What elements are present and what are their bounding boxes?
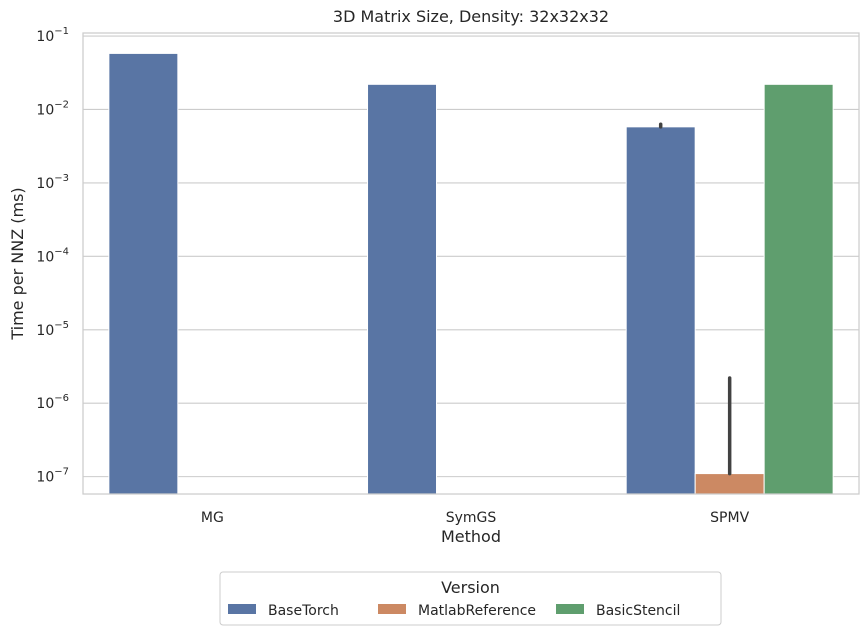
- legend-swatch: [228, 604, 256, 614]
- y-tick-label: 10−3: [36, 173, 69, 192]
- y-tick-label: 10−1: [36, 26, 69, 45]
- y-tick-label: 10−5: [36, 320, 69, 339]
- x-tick-label: SPMV: [710, 510, 749, 526]
- y-tick-label: 10−7: [36, 467, 69, 486]
- grid-lines: [83, 35, 859, 478]
- bar-MatlabReference-SPMV: [694, 473, 765, 495]
- legend-box: [219, 571, 722, 626]
- bar-BasicStencil-SPMV: [763, 83, 834, 495]
- x-tick-label: MG: [201, 510, 224, 526]
- legend-title: Version: [441, 578, 500, 597]
- legend-items: BaseTorch MatlabReference BasicStencil: [228, 603, 680, 619]
- y-tick-label: 10−4: [36, 246, 69, 265]
- x-axis-label: Method: [441, 527, 501, 546]
- legend-swatch: [378, 604, 406, 614]
- y-tick-labels: 10−7 10−6 10−5 10−4 10−3 10−2 10−1: [36, 26, 69, 486]
- y-tick-label: 10−2: [36, 99, 69, 118]
- legend-swatch: [556, 604, 584, 614]
- legend: Version BaseTorch MatlabReference BasicSte…: [219, 571, 722, 626]
- y-tick-label: 10−6: [36, 393, 69, 412]
- legend-item-BasicStencil: BasicStencil: [556, 603, 680, 619]
- legend-label: BaseTorch: [268, 603, 339, 619]
- legend-label: BasicStencil: [596, 603, 680, 619]
- legend-item-BaseTorch: BaseTorch: [228, 603, 339, 619]
- chart-title: 3D Matrix Size, Density: 32x32x32: [333, 7, 609, 26]
- x-tick-label: SymGS: [446, 510, 497, 526]
- legend-label: MatlabReference: [418, 603, 536, 619]
- bar-BaseTorch-SPMV: [625, 126, 696, 495]
- error-bars: [658, 122, 732, 476]
- bar-BaseTorch-MG: [108, 52, 179, 495]
- bar-BaseTorch-SymGS: [367, 83, 438, 495]
- plot-frame: [82, 32, 860, 495]
- y-axis-label: Time per NNZ (ms): [8, 187, 27, 340]
- legend-item-MatlabReference: MatlabReference: [378, 603, 536, 619]
- x-tick-labels: MG SymGS SPMV: [201, 510, 750, 526]
